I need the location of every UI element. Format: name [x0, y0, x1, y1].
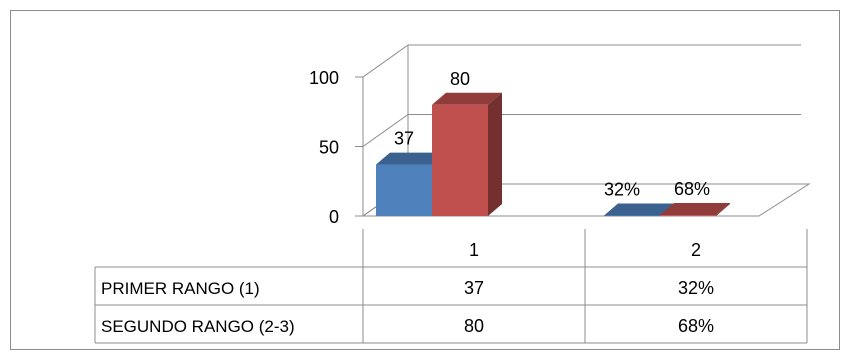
- y-tick-label: 100: [309, 68, 339, 88]
- table-cell: 32%: [678, 278, 714, 298]
- data-label: 68%: [674, 179, 710, 199]
- data-label: 37: [394, 129, 414, 149]
- gridline-side-100: [362, 44, 409, 78]
- y-tick-label: 50: [319, 138, 339, 158]
- gridline-side-50: [362, 114, 409, 147]
- bar-1-cat-1: [376, 164, 432, 216]
- bar-top-2-cat-1: [432, 92, 502, 105]
- table-cell: 80: [464, 316, 484, 336]
- x-category-label: 2: [691, 240, 701, 260]
- y-tick-label: 0: [329, 207, 339, 227]
- bar-top-1-cat-2: [604, 203, 674, 216]
- table-series-label: SEGUNDO RANGO (2-3): [101, 317, 295, 336]
- table-cell: 68%: [678, 316, 714, 336]
- bar-side-2-cat-2: [716, 203, 730, 216]
- bar-1-cat-2: [604, 215, 660, 217]
- chart-frame: 0 50 100 37 80 32% 68% 1 2 PRIMER RANGO (1) 37 32% S…: [10, 10, 840, 350]
- table-cell: 37: [464, 278, 484, 298]
- bar-top-2-cat-2: [660, 203, 730, 216]
- bar-2-cat-2: [660, 215, 716, 216]
- table-series-label: PRIMER RANGO (1): [101, 279, 260, 298]
- chart-svg: 0 50 100 37 80 32% 68% 1 2 PRIMER RANGO (1) 37 32% S…: [94, 44, 811, 344]
- data-label: 32%: [604, 180, 640, 200]
- bar-2-cat-1: [432, 104, 488, 216]
- bar-top-1-cat-1: [376, 152, 446, 165]
- data-label: 80: [450, 69, 470, 89]
- bar-side-2-cat-1: [488, 92, 502, 216]
- x-category-label: 1: [469, 240, 479, 260]
